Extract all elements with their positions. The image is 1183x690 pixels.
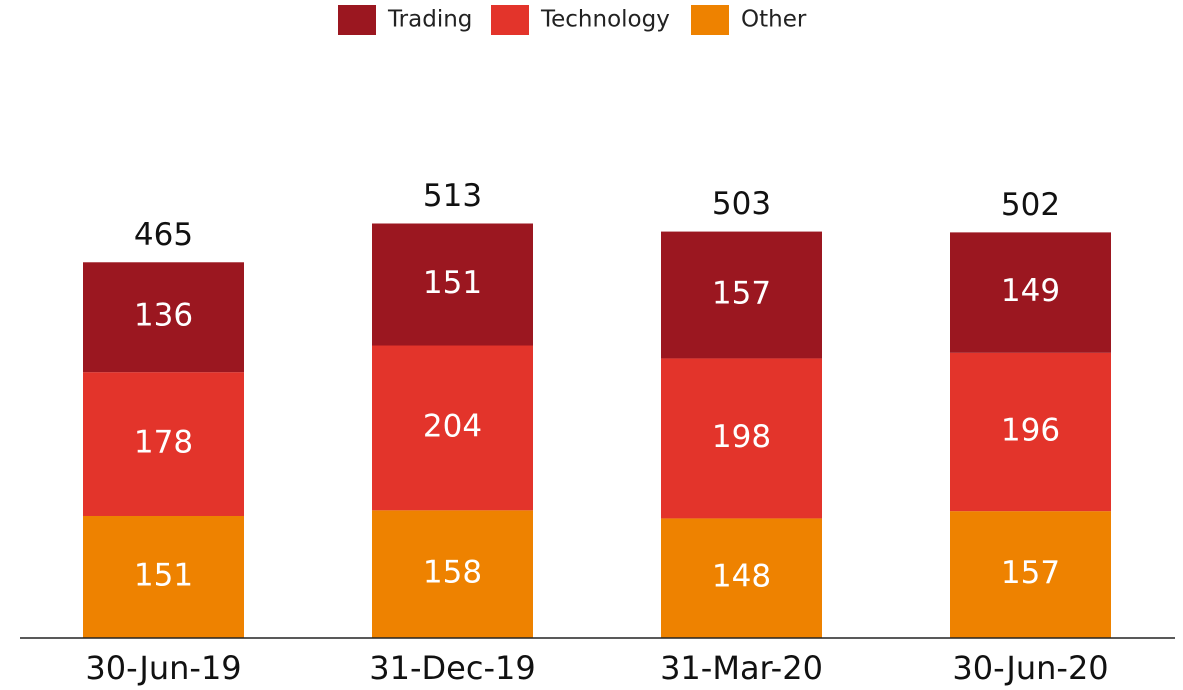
total-label: 502 — [1001, 187, 1060, 223]
data-label: 149 — [1001, 273, 1060, 309]
x-tick-label: 30-Jun-20 — [952, 649, 1108, 687]
legend-label: Technology — [540, 7, 670, 33]
total-label: 503 — [712, 186, 771, 222]
bar-segment — [83, 372, 244, 516]
data-label: 151 — [134, 557, 193, 593]
data-label: 178 — [134, 425, 193, 461]
data-label: 151 — [423, 265, 482, 301]
total-label: 465 — [134, 217, 193, 253]
bar-segment — [372, 223, 533, 346]
bar-segment — [372, 510, 533, 638]
legend-swatch — [338, 5, 376, 35]
data-label: 196 — [1001, 412, 1060, 448]
bar-segment — [83, 262, 244, 373]
x-tick-label: 31-Mar-20 — [660, 649, 823, 687]
bar-segment — [661, 358, 822, 519]
data-label: 157 — [712, 276, 771, 312]
legend-swatch — [491, 5, 529, 35]
bar-segment — [83, 515, 244, 638]
bar-segment — [661, 231, 822, 359]
x-tick-label: 30-Jun-19 — [85, 649, 241, 687]
data-label: 148 — [712, 559, 771, 595]
data-label: 157 — [1001, 555, 1060, 591]
legend-label: Trading — [387, 7, 472, 33]
bar-segment — [950, 511, 1111, 638]
x-tick-label: 31-Dec-19 — [369, 649, 535, 687]
legend-swatch — [691, 5, 729, 35]
bar-segment — [950, 352, 1111, 512]
bar-segment — [661, 518, 822, 638]
legend-label: Other — [741, 7, 807, 33]
data-label: 136 — [134, 298, 193, 334]
data-label: 198 — [712, 419, 771, 455]
bar-segment — [950, 232, 1111, 353]
data-label: 158 — [423, 555, 482, 591]
data-label: 204 — [423, 408, 482, 444]
total-label: 513 — [423, 178, 482, 214]
bar-segment — [372, 345, 533, 511]
